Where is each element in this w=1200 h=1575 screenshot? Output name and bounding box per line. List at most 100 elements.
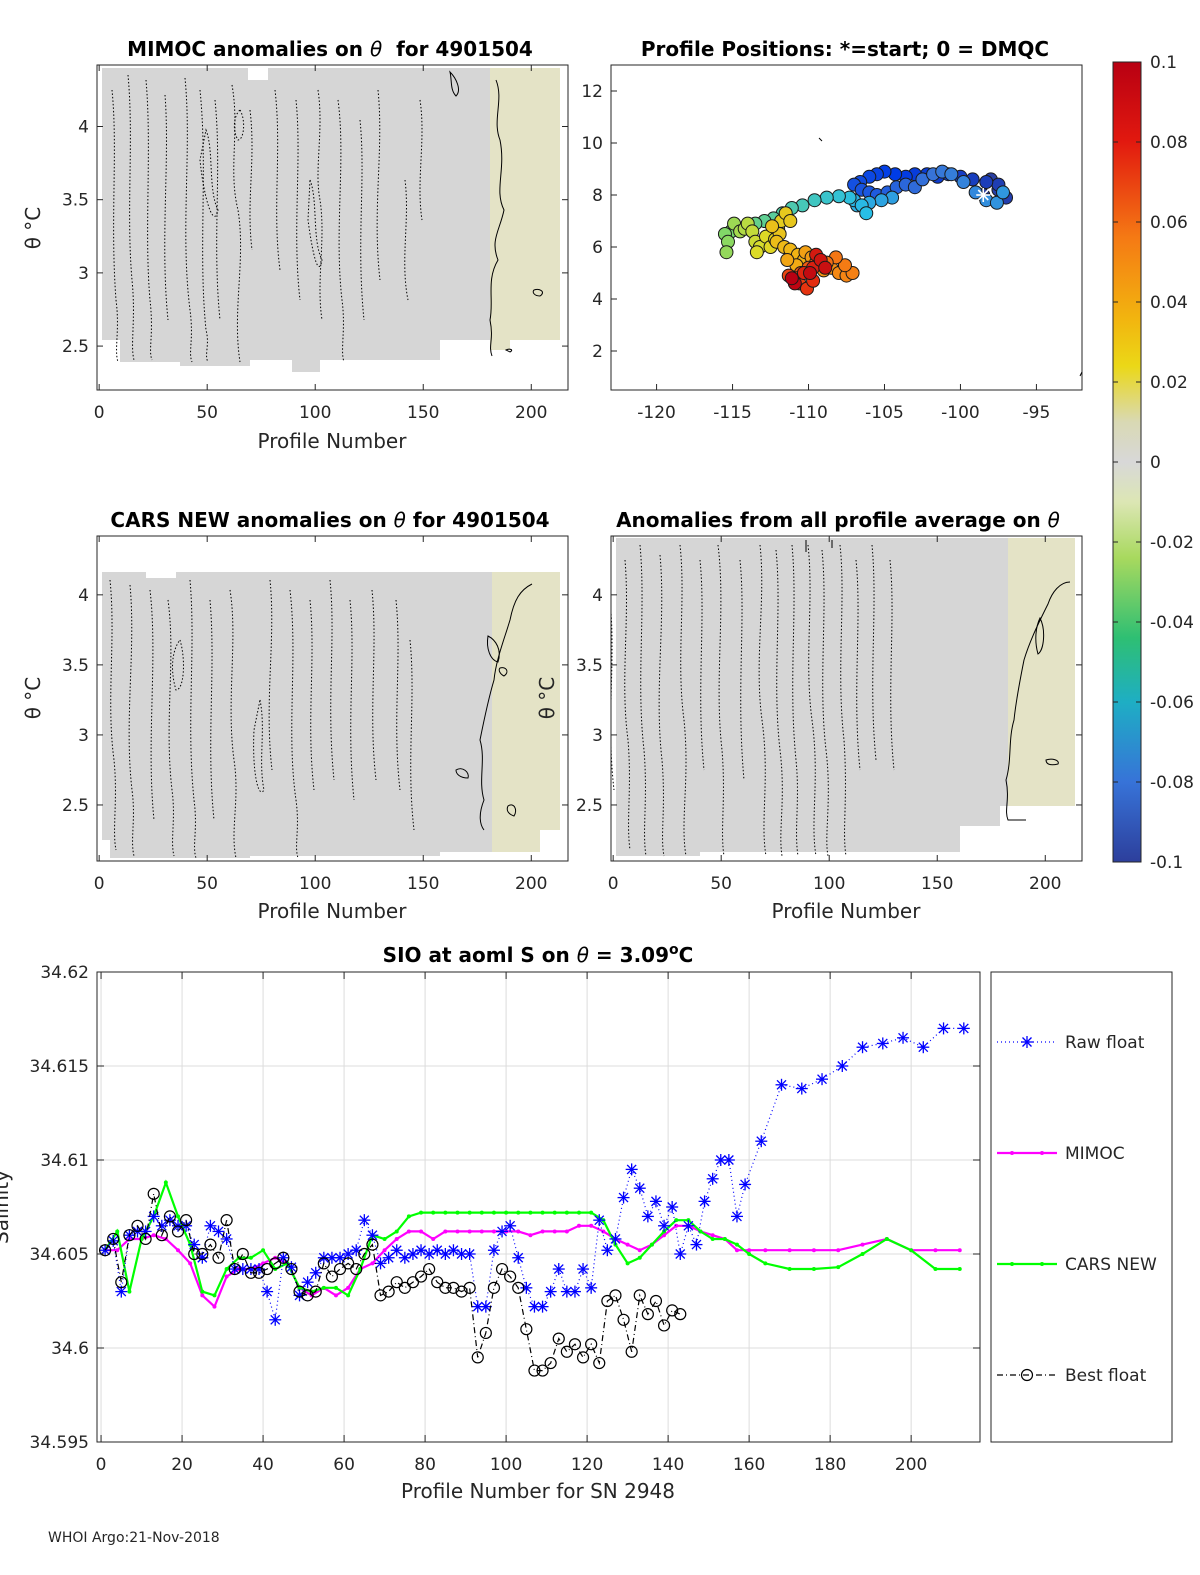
profile-position-point [765,219,780,234]
data-point-cars-new [212,1293,217,1298]
mimoc-ylabel: θ °C [21,207,45,250]
profile-position-point [831,189,846,204]
data-point-best-float [633,1289,646,1302]
data-point-raw-float [682,1219,695,1232]
data-point-raw-float [309,1266,322,1279]
cars-axes-frame [96,535,569,862]
cars-ylabel: θ °C [21,677,45,720]
x-tick-label: -115 [713,403,752,423]
data-point-cars-new [836,1265,841,1270]
data-point-raw-float [544,1285,557,1298]
cars-xlabel: Profile Number [258,899,408,923]
x-tick-label: 200 [515,403,547,423]
data-point-cars-new [564,1210,569,1215]
data-point-best-float [382,1285,395,1298]
data-point-best-float [180,1214,193,1227]
data-point-best-float [244,1266,258,1279]
data-point-cars-new [248,1255,253,1260]
mimoc-xlabel: Profile Number [258,429,408,453]
data-point-mimoc [860,1242,865,1247]
data-point-best-float [171,1225,185,1238]
positions-stray-mark [818,137,823,142]
data-point-mimoc [176,1248,181,1253]
data-point-cars-new [163,1180,168,1185]
profile-position-point [837,258,852,273]
data-point-cars-new [224,1267,229,1272]
x-tick-label: 40 [252,1455,274,1475]
start-star-marker [976,188,991,202]
data-point-cars-new [321,1285,326,1290]
data-point-best-float [641,1308,654,1321]
data-point-best-float [107,1232,120,1246]
allavg-title: Anomalies from all profile average on θ [616,508,1060,532]
y-tick-label: 4 [592,290,603,310]
data-point-best-float [228,1262,241,1276]
data-point-best-float [528,1364,541,1377]
data-point-mimoc [394,1236,399,1241]
data-point-mimoc [455,1229,460,1234]
data-point-best-float [560,1345,573,1358]
y-tick-label: 3.5 [62,656,89,676]
data-point-raw-float [568,1285,581,1298]
data-point-raw-float [463,1248,476,1260]
data-point-mimoc [224,1274,229,1279]
colorbar-tick-label: -0.06 [1150,693,1194,713]
data-point-best-float [674,1308,687,1321]
data-point-best-float [423,1262,436,1276]
data-point-cars-new [479,1210,484,1215]
data-point-best-float [617,1313,630,1326]
cars-ticks: 0 50 100 150 200 2.5 3 3.5 4 [62,536,568,894]
data-point-cars-new [491,1210,496,1215]
legend-marker [1040,1151,1044,1155]
profile-position-point [995,185,1010,200]
data-point-mimoc [431,1236,436,1241]
data-point-cars-new [649,1242,654,1247]
mimoc-heatmap [102,68,560,372]
x-tick-label: 200 [895,1455,927,1475]
profile-position-point [956,175,971,189]
x-tick-label: 140 [652,1455,684,1475]
data-point-raw-float [382,1251,395,1264]
data-point-cars-new [577,1210,582,1215]
profile-position-point [780,253,795,267]
y-tick-label: 34.605 [30,1245,89,1265]
data-point-mimoc [333,1293,338,1298]
data-point-mimoc [787,1248,792,1253]
data-point-raw-float [755,1135,768,1148]
profile-position-point [818,260,833,275]
data-point-best-float [139,1232,152,1246]
x-tick-label: 100 [813,874,845,894]
data-point-best-float [406,1276,420,1289]
data-point-best-float [487,1281,501,1294]
legend-marker [1021,1036,1033,1048]
data-point-best-float [439,1281,452,1294]
mimoc-panel: MIMOC anomalies on θ for 4901504 [21,37,569,453]
data-point-cars-new [467,1210,472,1215]
salinity-plot-area [97,972,980,1442]
data-point-best-float [398,1281,411,1294]
data-point-raw-float [625,1163,638,1176]
data-point-cars-new [787,1267,792,1272]
data-point-cars-new [589,1210,594,1215]
data-point-mimoc [443,1229,448,1234]
data-point-best-float [390,1276,403,1289]
legend-item-best-float: Best float [997,1366,1147,1386]
data-point-cars-new [455,1210,460,1215]
data-point-raw-float [479,1300,492,1313]
data-point-raw-float [366,1229,379,1242]
data-point-raw-float [601,1244,614,1257]
data-point-best-float [342,1257,355,1270]
mimoc-warm-region [490,68,560,350]
data-point-raw-float [536,1300,549,1313]
data-point-raw-float [937,1022,950,1035]
salinity-panel: SIO at aoml S on θ = 3.09oC 0 20 40 60 80 100… [0,942,981,1503]
data-point-raw-float [775,1078,788,1091]
salinity-ylabel: Salinity [0,1170,13,1244]
data-point-cars-new [540,1210,545,1215]
data-point-mimoc [406,1229,411,1234]
data-point-raw-float [593,1214,606,1227]
y-tick-label: 3 [78,264,89,284]
data-point-mimoc [601,1229,606,1234]
data-point-best-float [269,1257,282,1270]
